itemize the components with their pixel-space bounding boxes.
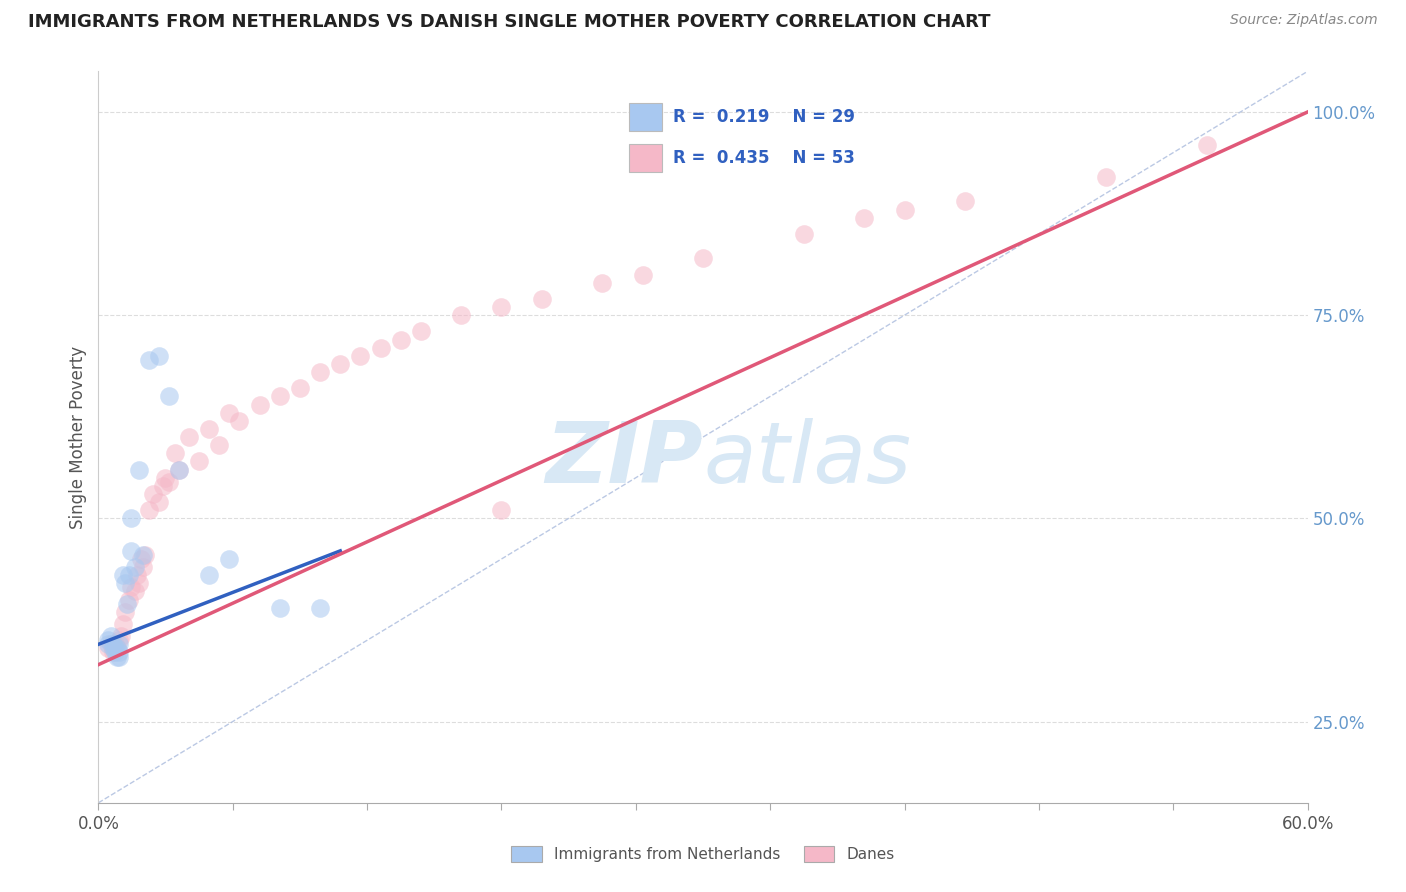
Point [118, 568, 141, 582]
Point [107, 633, 129, 648]
Point [793, 227, 815, 241]
Y-axis label: Single Mother Poverty: Single Mother Poverty [69, 345, 87, 529]
Point [349, 349, 371, 363]
Point [107, 637, 129, 651]
Point [101, 637, 124, 651]
Legend: Immigrants from Netherlands, Danes: Immigrants from Netherlands, Danes [505, 840, 901, 868]
Point [153, 471, 176, 485]
Point [218, 406, 240, 420]
Point [269, 600, 291, 615]
Text: Source: ZipAtlas.com: Source: ZipAtlas.com [1230, 13, 1378, 28]
Point [179, 430, 201, 444]
Point [491, 300, 513, 314]
Point [103, 645, 125, 659]
Point [115, 597, 138, 611]
Point [591, 276, 613, 290]
Point [389, 333, 412, 347]
Point [148, 495, 170, 509]
Point [101, 641, 124, 656]
Point [218, 552, 240, 566]
Point [105, 641, 128, 656]
Point [124, 560, 146, 574]
Point [134, 548, 156, 562]
Point [110, 629, 132, 643]
Point [120, 544, 142, 558]
Point [491, 503, 513, 517]
Point [288, 381, 311, 395]
Point [111, 568, 134, 582]
Point [97, 637, 120, 651]
Point [142, 487, 165, 501]
Point [100, 637, 122, 651]
Point [97, 633, 120, 648]
Point [853, 211, 876, 225]
Point [118, 592, 141, 607]
Point [953, 194, 976, 209]
Point [409, 325, 432, 339]
Point [105, 641, 128, 656]
Point [1195, 137, 1218, 152]
Point [132, 548, 155, 562]
Point [269, 389, 291, 403]
Point [167, 462, 190, 476]
Point [1095, 169, 1118, 184]
Point [128, 462, 150, 476]
Point [105, 649, 128, 664]
Point [125, 568, 148, 582]
Point [129, 552, 152, 566]
Point [157, 389, 180, 403]
Point [329, 357, 352, 371]
Point [124, 584, 146, 599]
Point [249, 398, 271, 412]
Point [157, 475, 180, 489]
Point [188, 454, 211, 468]
Point [893, 202, 915, 217]
Point [101, 645, 124, 659]
Point [103, 637, 125, 651]
Point [132, 560, 155, 574]
Point [138, 352, 160, 367]
Point [228, 414, 250, 428]
Point [309, 365, 332, 379]
Point [111, 617, 134, 632]
Point [138, 503, 160, 517]
Point [120, 511, 142, 525]
Point [370, 341, 392, 355]
Point [107, 645, 129, 659]
Text: ZIP: ZIP [546, 417, 703, 500]
Point [97, 641, 120, 656]
Point [120, 581, 142, 595]
Point [103, 641, 125, 656]
Text: atlas: atlas [703, 417, 911, 500]
Point [100, 629, 122, 643]
Point [107, 649, 129, 664]
Point [163, 446, 186, 460]
Point [208, 438, 231, 452]
Point [148, 349, 170, 363]
Point [309, 600, 332, 615]
Point [450, 308, 472, 322]
Text: IMMIGRANTS FROM NETHERLANDS VS DANISH SINGLE MOTHER POVERTY CORRELATION CHART: IMMIGRANTS FROM NETHERLANDS VS DANISH SI… [28, 13, 991, 31]
Point [114, 605, 136, 619]
Point [692, 252, 714, 266]
Point [152, 479, 174, 493]
Point [530, 292, 553, 306]
Point [167, 462, 190, 476]
Point [198, 568, 221, 582]
Point [114, 576, 136, 591]
Point [631, 268, 654, 282]
Point [128, 576, 150, 591]
Point [198, 422, 221, 436]
